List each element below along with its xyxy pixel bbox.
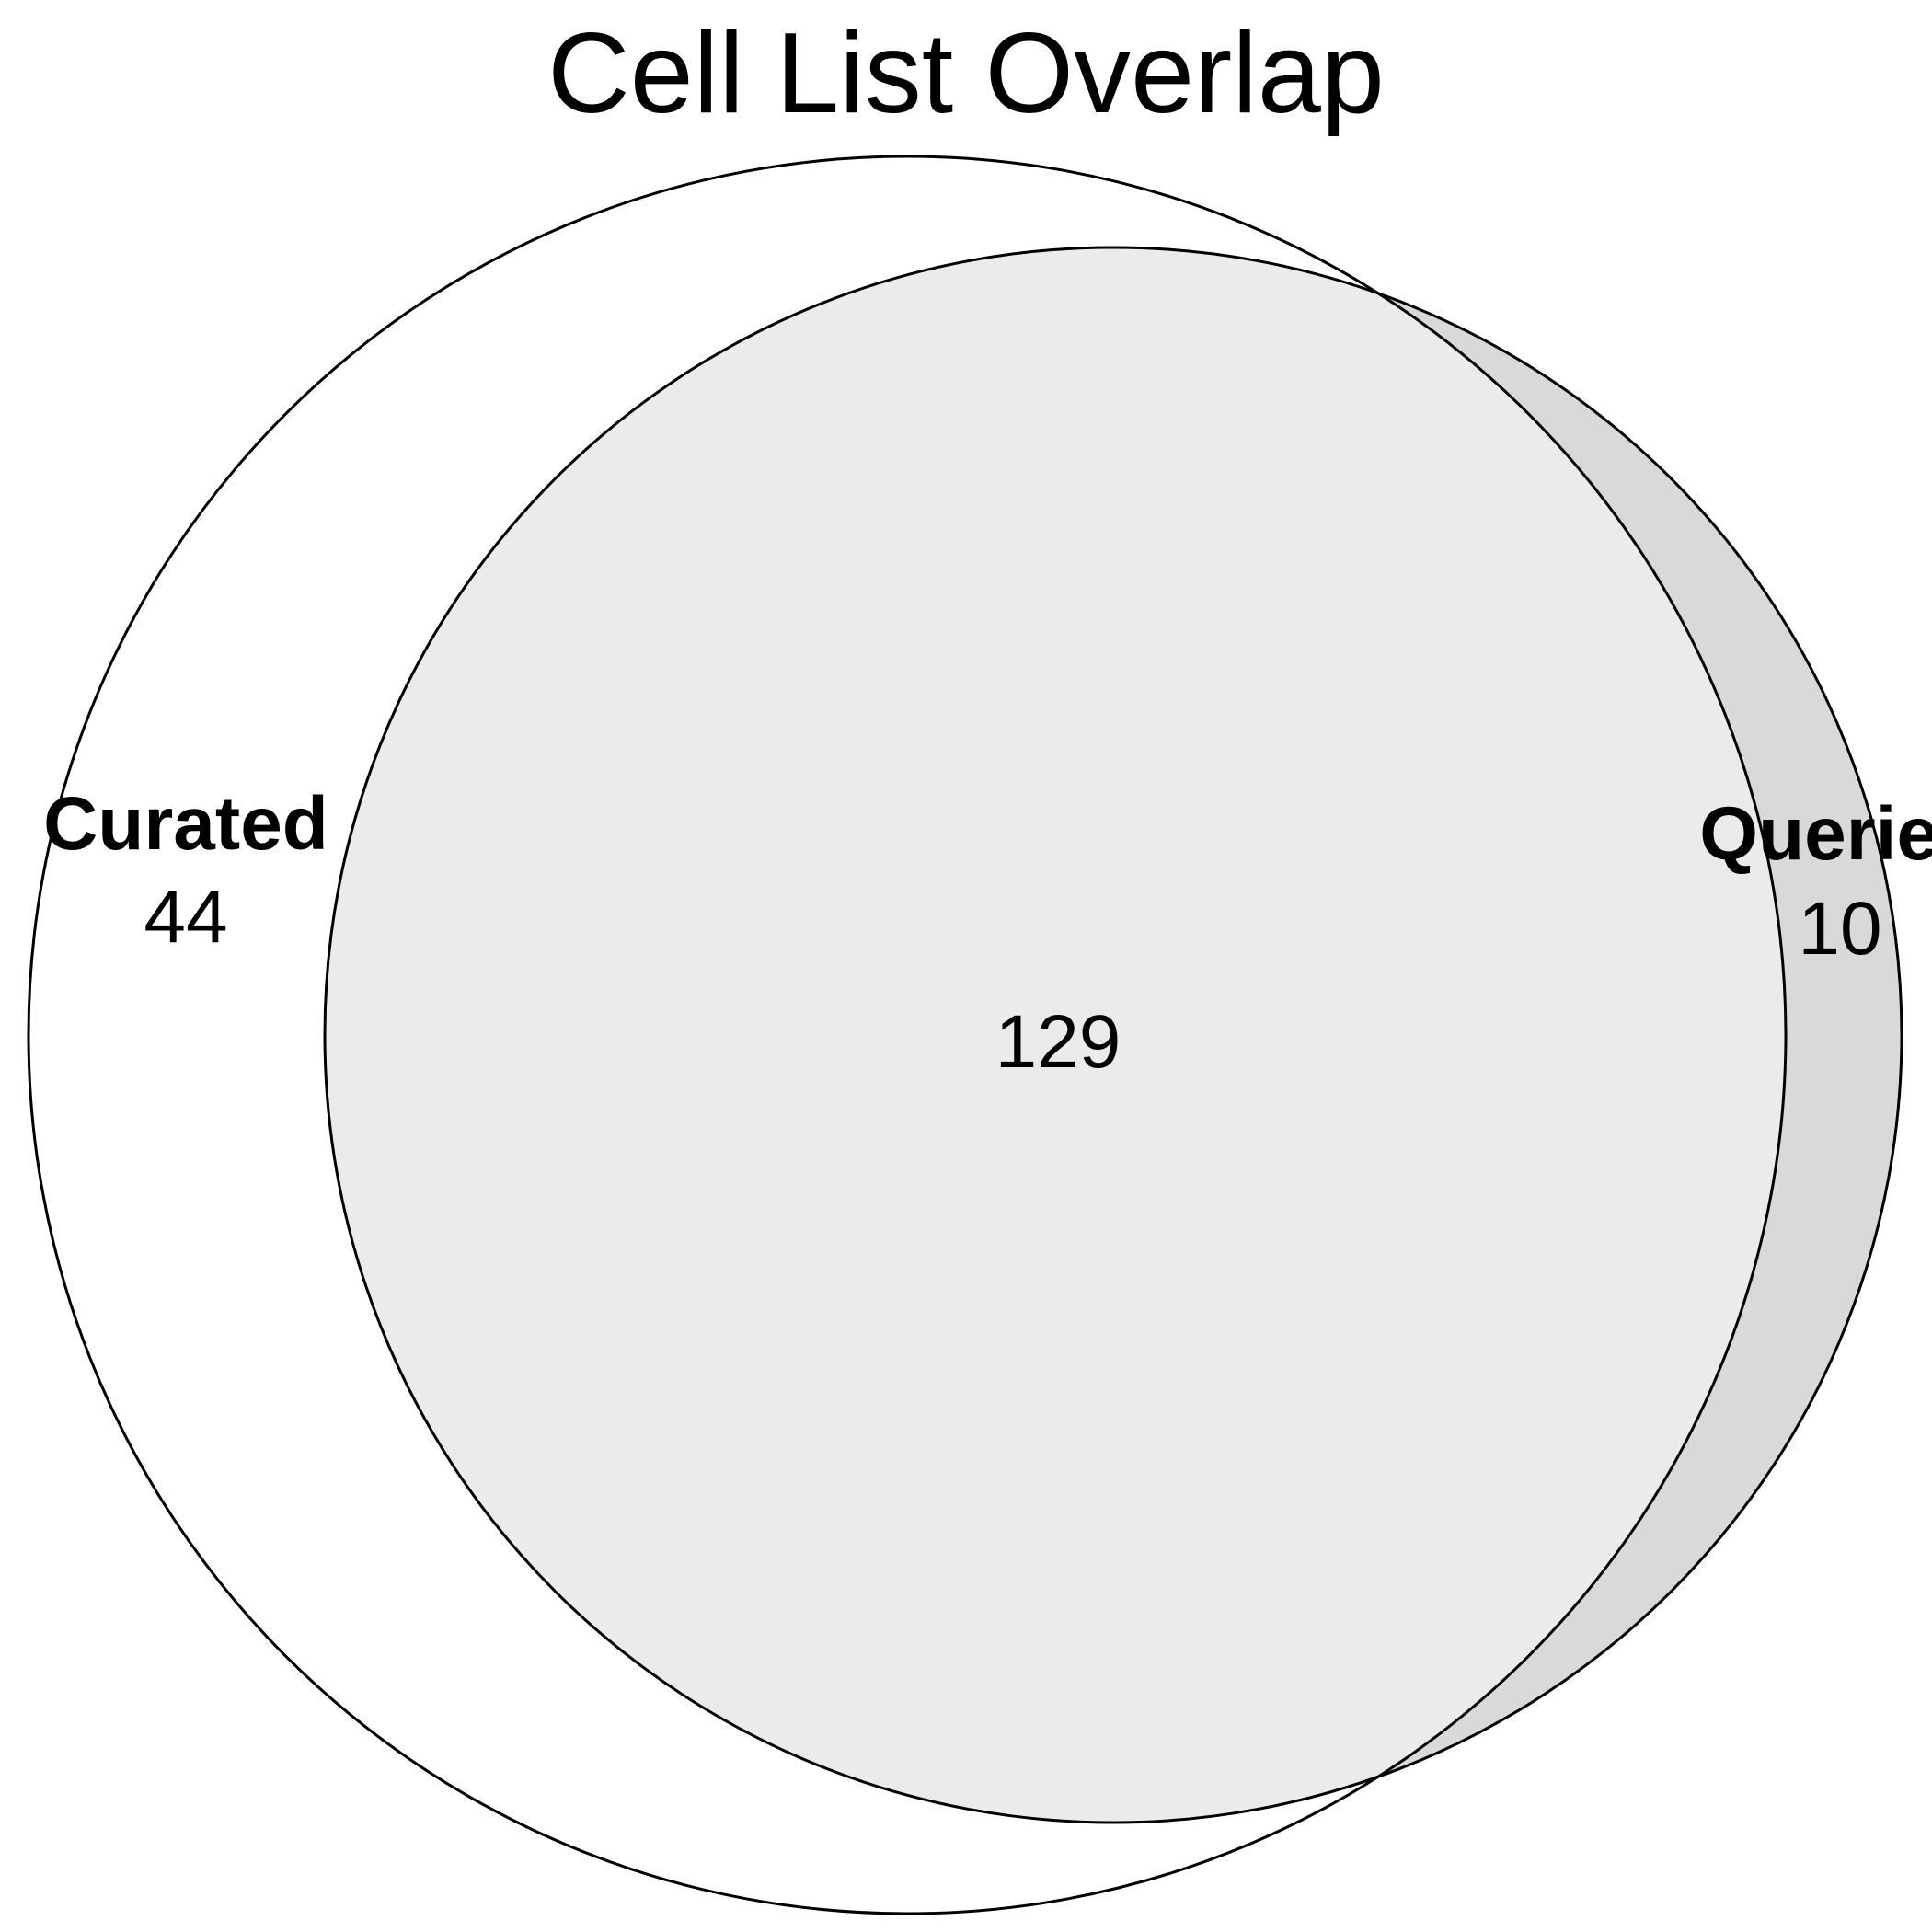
- intersection-region: [325, 247, 1786, 1823]
- curated-set-label: Curated: [43, 782, 328, 866]
- queries-set-label: Queries: [1699, 792, 1932, 876]
- diagram-title: Cell List Overlap: [547, 10, 1385, 137]
- intersection-count: 129: [995, 1000, 1121, 1084]
- curated-circle-outline: [27, 155, 1788, 1915]
- queries-only-count: 10: [1798, 887, 1881, 971]
- curated-only-count: 44: [144, 875, 227, 959]
- queries-circle-outline: [323, 246, 1903, 1824]
